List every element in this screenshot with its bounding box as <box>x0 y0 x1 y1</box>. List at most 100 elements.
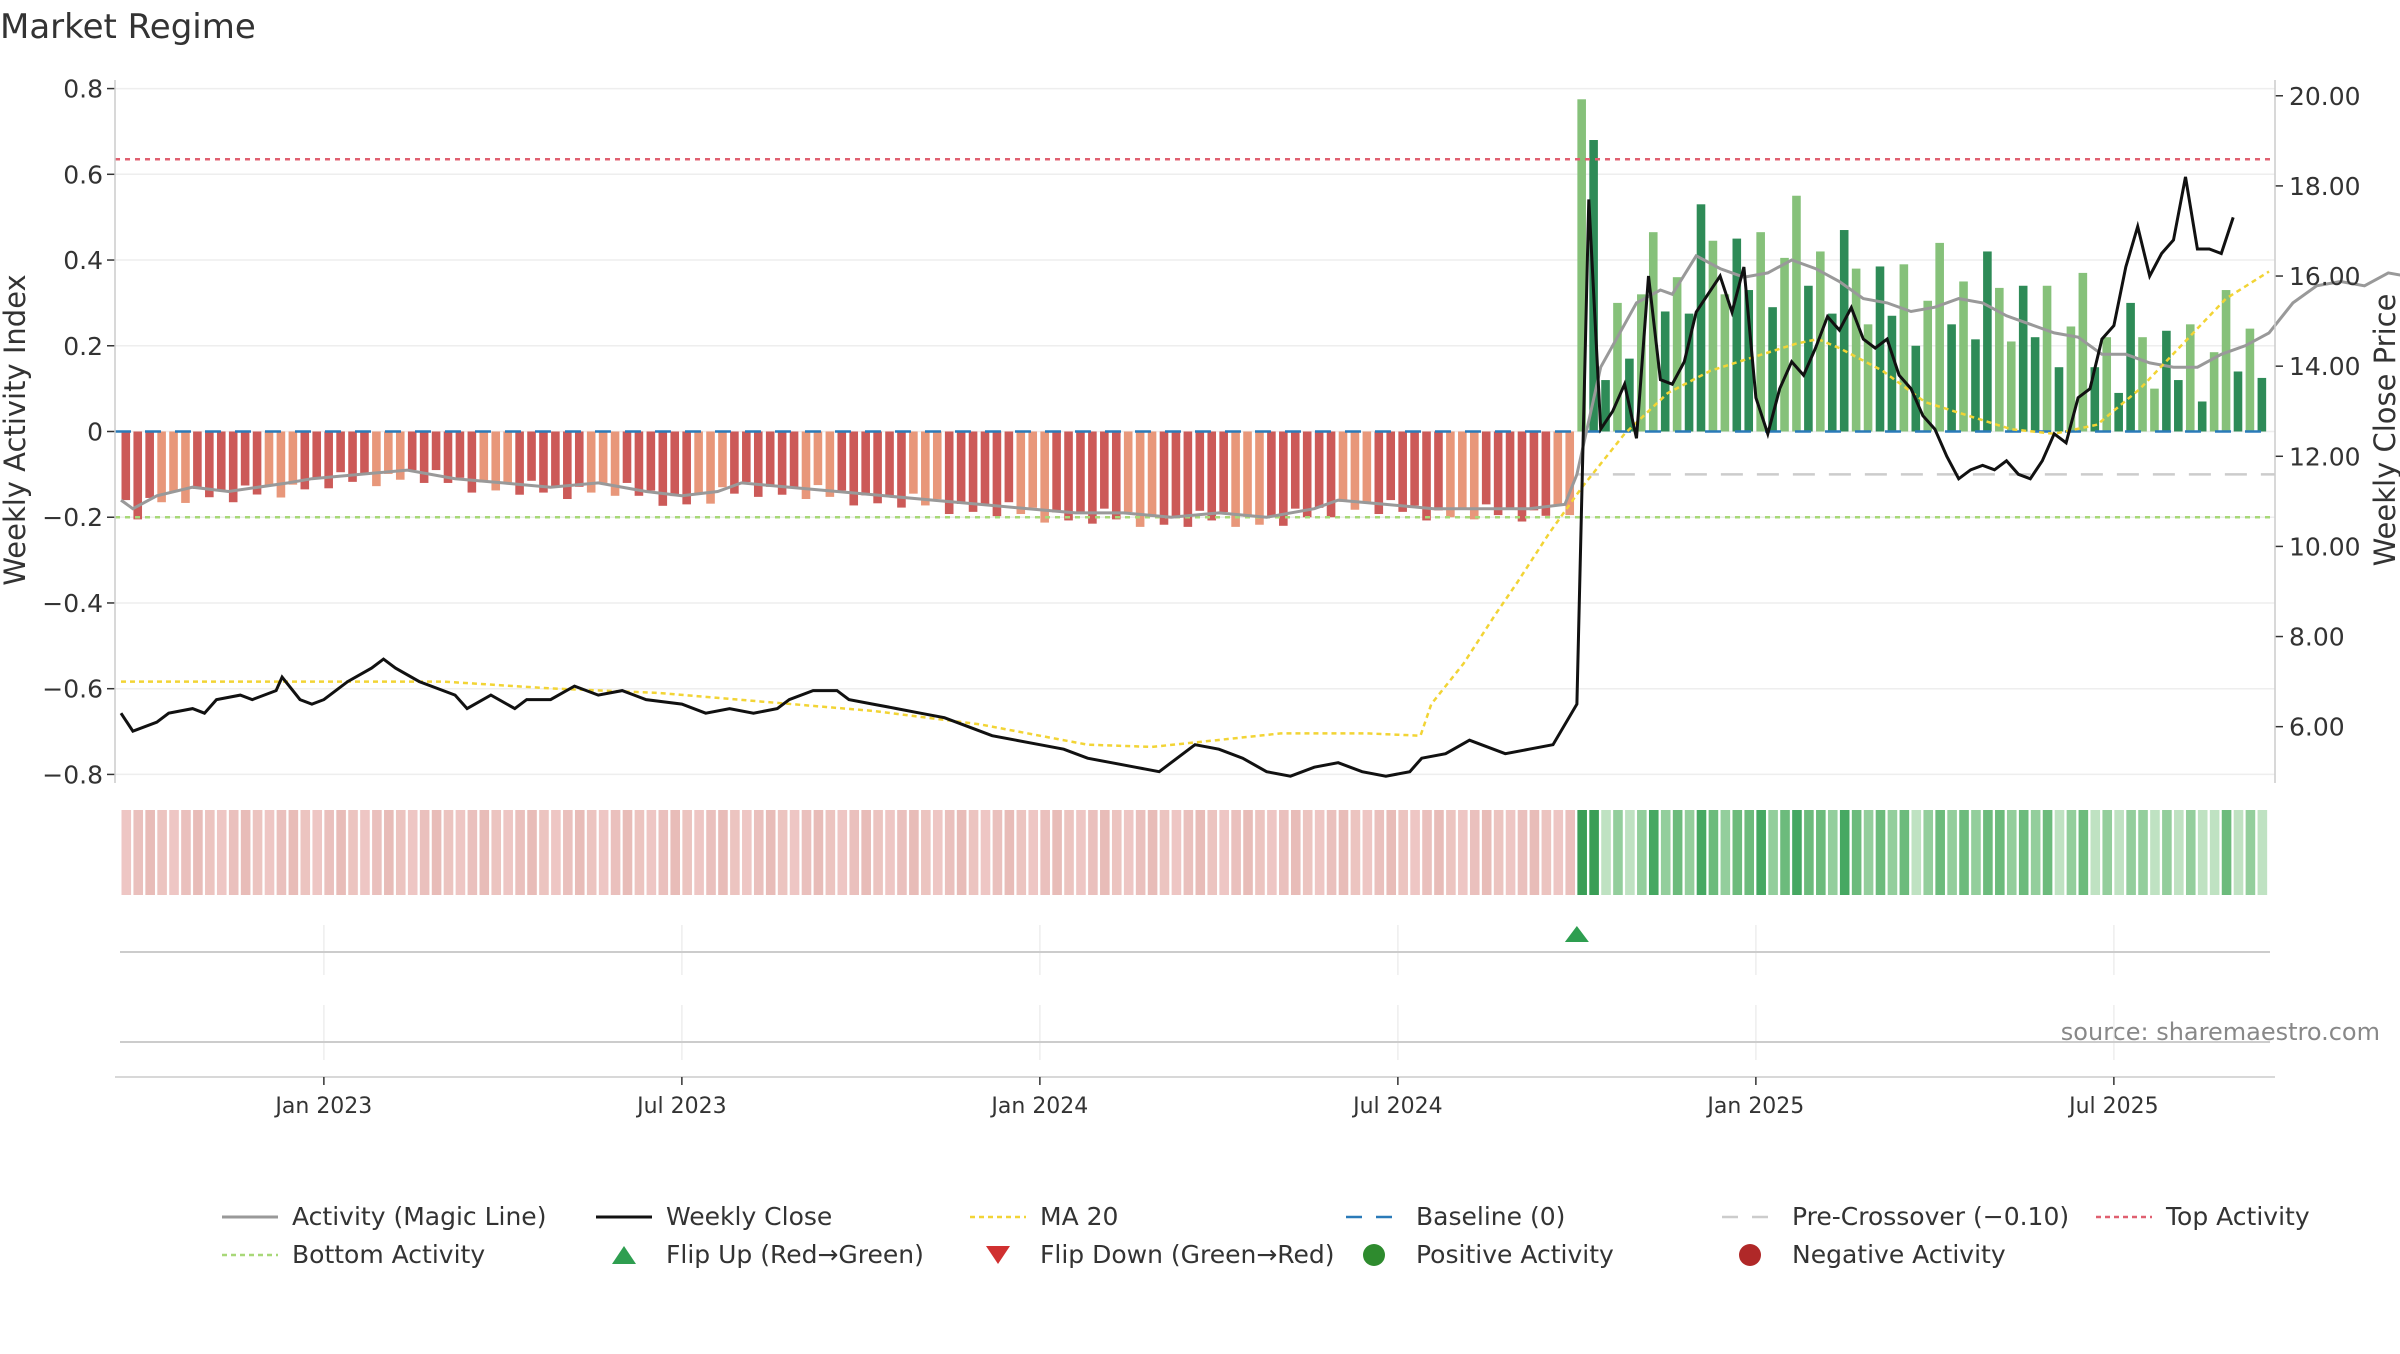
activity-bar-negative <box>551 431 560 487</box>
right-tick-label: 6.00 <box>2289 713 2345 742</box>
regime-cell <box>216 810 227 895</box>
regime-cell <box>1052 810 1062 895</box>
activity-bar-negative <box>228 431 238 503</box>
regime-cell <box>849 810 860 895</box>
activity-bar-negative <box>479 431 489 483</box>
activity-bar-negative <box>873 431 882 504</box>
activity-bar-negative <box>1374 431 1384 515</box>
right-tick-label: 16.00 <box>2289 262 2361 291</box>
regime-cell <box>610 810 621 895</box>
activity-bar-negative <box>1481 431 1491 505</box>
regime-cell <box>1708 810 1719 895</box>
regime-cell <box>336 810 346 895</box>
regime-cell <box>706 810 716 895</box>
activity-bar-positive <box>1684 313 1694 432</box>
regime-cell <box>503 810 513 895</box>
regime-cell <box>2054 810 2065 895</box>
activity-bar-negative <box>1505 431 1515 508</box>
left-tick-label: 0.6 <box>63 160 103 189</box>
activity-bar-negative <box>753 431 763 497</box>
regime-cell <box>539 810 549 895</box>
activity-bar-positive <box>1804 285 1813 432</box>
regime-cell <box>312 810 323 895</box>
regime-cell <box>658 810 669 895</box>
activity-bar-negative <box>145 431 154 498</box>
activity-bar-negative <box>1076 431 1085 513</box>
activity-bar-negative <box>467 431 477 493</box>
activity-bar-positive <box>1648 232 1658 432</box>
activity-bar-negative <box>1267 431 1276 518</box>
legend-label: Baseline (0) <box>1416 1202 1565 1231</box>
regime-cell <box>2150 810 2160 895</box>
regime-cell <box>789 810 800 895</box>
left-tick-label: −0.2 <box>42 503 103 532</box>
regime-cell <box>2233 810 2244 895</box>
activity-bar-negative <box>240 431 250 486</box>
regime-cell <box>586 810 597 895</box>
regime-cell <box>622 810 633 895</box>
activity-bar-negative <box>1207 431 1217 521</box>
activity-bar-positive <box>1827 313 1837 432</box>
regime-cell <box>1995 810 2005 895</box>
legend-label: Positive Activity <box>1416 1240 1614 1269</box>
regime-cell <box>300 810 311 895</box>
activity-bar-positive <box>1935 242 1944 432</box>
regime-cell <box>694 810 704 895</box>
activity-bar-negative <box>694 431 703 495</box>
activity-bar-negative <box>968 431 978 512</box>
activity-bar-positive <box>2114 392 2123 432</box>
activity-bar-negative <box>658 431 668 506</box>
regime-cell <box>1338 810 1349 895</box>
ma20-line <box>121 270 2270 749</box>
regime-cell <box>1111 810 1122 895</box>
activity-bar-negative <box>670 431 680 497</box>
regime-cell <box>2126 810 2136 895</box>
activity-bar-negative <box>133 431 143 520</box>
activity-bar-positive <box>1995 287 2004 432</box>
regime-cell <box>1553 810 1564 895</box>
activity-bar-negative <box>252 431 262 495</box>
activity-bar-negative <box>1290 431 1300 509</box>
regime-cell <box>1839 810 1850 895</box>
activity-bar-negative <box>312 431 322 479</box>
regime-cell <box>2078 810 2089 895</box>
regime-cell <box>419 810 430 895</box>
left-axis-label: Weekly Activity Index <box>0 274 32 585</box>
left-tick-label: 0.8 <box>63 75 103 104</box>
activity-bar-negative <box>288 431 298 485</box>
regime-cell <box>1804 810 1814 895</box>
x-tick-label: Jul 2025 <box>2067 1094 2159 1119</box>
activity-bar-positive <box>1863 324 1873 432</box>
activity-bar-negative <box>169 431 178 493</box>
regime-cell <box>360 810 370 895</box>
activity-bar-negative <box>1028 431 1038 508</box>
activity-bar-positive <box>2233 371 2243 432</box>
regime-cell <box>837 810 848 895</box>
right-axis-label: Weekly Close Price <box>2368 294 2400 567</box>
activity-bar-negative <box>1517 431 1527 522</box>
regime-cell <box>2006 810 2017 895</box>
activity-bar-positive <box>1923 300 1933 432</box>
right-tick-label: 12.00 <box>2289 442 2361 471</box>
activity-bar-negative <box>407 431 417 471</box>
axes: 0.8 0.6 0.4 0.2 0 −0.2 −0.4 −0.6 −0.8 20.00 18.00 1… <box>42 75 2360 790</box>
activity-bar-negative <box>515 431 524 495</box>
regime-cell <box>1123 810 1134 895</box>
regime-cell <box>169 810 179 895</box>
regime-cell <box>1314 810 1325 895</box>
regime-cell <box>1302 810 1313 895</box>
regime-strip <box>121 810 2268 895</box>
legend-swatch <box>1739 1244 1761 1266</box>
regime-cell <box>348 810 358 895</box>
activity-bar-positive <box>2102 337 2112 432</box>
activity-bar-negative <box>944 431 954 515</box>
legend-swatch <box>1363 1244 1385 1266</box>
activity-bar-negative <box>491 431 501 491</box>
activity-bar-negative <box>706 431 715 504</box>
activity-bar-positive <box>1959 281 1968 432</box>
activity-bar-negative <box>646 431 656 491</box>
regime-cell <box>1493 810 1504 895</box>
activity-bar-negative <box>1183 431 1193 527</box>
regime-cell <box>730 810 740 895</box>
activity-bar-negative <box>443 431 453 483</box>
